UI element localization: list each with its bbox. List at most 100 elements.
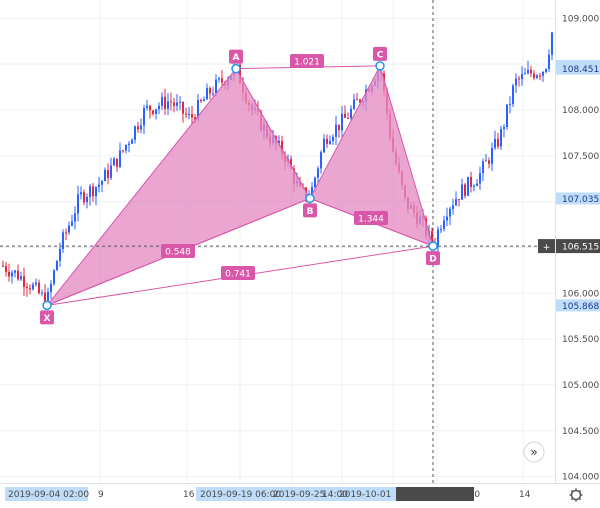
candle-body bbox=[533, 73, 535, 78]
candle-up bbox=[98, 176, 100, 193]
candle-body bbox=[113, 158, 115, 166]
x-tick-label: 14 bbox=[519, 490, 531, 500]
candle-body bbox=[542, 71, 544, 76]
pattern-point-label-bg bbox=[229, 49, 243, 64]
gear-icon[interactable] bbox=[569, 488, 583, 502]
candle-down bbox=[221, 70, 223, 88]
candle-body bbox=[470, 176, 472, 187]
candle-up bbox=[203, 96, 205, 102]
candle-body bbox=[323, 138, 325, 153]
candle-down bbox=[65, 228, 67, 241]
candle-up bbox=[335, 115, 337, 145]
candle-body bbox=[59, 248, 61, 261]
gear-icon-tooth bbox=[578, 489, 582, 493]
y-tick-label: 104.500 bbox=[562, 427, 599, 437]
candle-body bbox=[62, 232, 64, 249]
candle-body bbox=[149, 105, 151, 111]
x-tick-label: 14:00 bbox=[322, 490, 348, 500]
candle-up bbox=[50, 280, 52, 299]
candle-up bbox=[521, 66, 523, 86]
candle-body bbox=[356, 99, 358, 101]
candle-body bbox=[110, 165, 112, 179]
candle-up bbox=[479, 166, 481, 190]
candle-up bbox=[188, 106, 190, 120]
candle-up bbox=[212, 86, 214, 97]
scroll-to-latest-button[interactable]: » bbox=[523, 441, 545, 463]
candle-up bbox=[95, 186, 97, 206]
price-tag-text: 107.035 bbox=[562, 195, 599, 205]
candle-down bbox=[338, 124, 340, 138]
candle-body bbox=[221, 78, 223, 83]
candle-down bbox=[26, 282, 28, 297]
y-tick-label: 105.500 bbox=[562, 335, 599, 345]
candle-body bbox=[122, 150, 124, 152]
candle-up bbox=[317, 166, 319, 183]
candle-up bbox=[494, 130, 496, 150]
candle-up bbox=[20, 271, 22, 281]
pattern-point-label-text: C bbox=[377, 50, 384, 60]
candle-up bbox=[542, 71, 544, 83]
pattern-point-c[interactable] bbox=[375, 61, 385, 71]
candle-body bbox=[2, 265, 4, 267]
candle-body bbox=[125, 145, 127, 151]
pattern-point-d[interactable] bbox=[428, 241, 438, 251]
candle-down bbox=[209, 86, 211, 100]
candle-up bbox=[59, 242, 61, 267]
candle-body bbox=[161, 97, 163, 106]
ratio-label: 1.021 bbox=[290, 54, 324, 68]
candle-body bbox=[314, 177, 316, 188]
scroll-button-bg[interactable] bbox=[523, 441, 545, 463]
candle-up bbox=[113, 157, 115, 166]
pattern-point-label: X bbox=[40, 310, 54, 325]
candle-down bbox=[173, 97, 175, 113]
candle-down bbox=[17, 264, 19, 281]
candle-up bbox=[506, 104, 508, 130]
candle-body bbox=[152, 110, 154, 114]
candle-body bbox=[509, 103, 511, 105]
candle-body bbox=[131, 139, 133, 144]
candle-up bbox=[119, 142, 121, 169]
crosshair bbox=[0, 0, 555, 483]
time-axis[interactable]: 2019-09-04 02:00 9 16 2019-09-19 06:002019-… bbox=[0, 483, 600, 508]
candle-up bbox=[332, 134, 334, 146]
candle-body bbox=[68, 225, 70, 233]
candle-body bbox=[497, 138, 499, 147]
candle-down bbox=[2, 260, 4, 268]
candle-body bbox=[101, 181, 103, 185]
candle-body bbox=[53, 270, 55, 284]
y-tick-label: 104.000 bbox=[562, 473, 599, 483]
candle-up bbox=[146, 99, 148, 111]
candle-body bbox=[500, 128, 502, 147]
candle-down bbox=[464, 182, 466, 199]
y-tick-label: 105.000 bbox=[562, 381, 599, 391]
candle-up bbox=[158, 102, 160, 115]
crosshair-price-text: 106.515 bbox=[562, 243, 599, 253]
candle-body bbox=[23, 276, 25, 287]
candle-up bbox=[320, 150, 322, 174]
price-tag: 105.868 bbox=[556, 299, 600, 312]
crosshair-price-bg bbox=[556, 239, 600, 254]
candle-body bbox=[551, 32, 553, 55]
pattern-point-b[interactable] bbox=[305, 193, 315, 204]
x-tick-label: 2019-09-25 bbox=[273, 490, 325, 500]
candle-up bbox=[167, 93, 169, 116]
candle-up bbox=[548, 49, 550, 72]
pattern-point-label: C bbox=[373, 46, 387, 61]
pattern-point-label-text: A bbox=[233, 53, 240, 63]
pattern-point-a[interactable] bbox=[231, 63, 241, 74]
candle-body bbox=[485, 160, 487, 162]
plus-icon: + bbox=[543, 243, 551, 253]
pattern-point-label-bg bbox=[303, 203, 317, 218]
candle-body bbox=[461, 184, 463, 200]
candle-body bbox=[191, 114, 193, 118]
candle-down bbox=[185, 107, 187, 119]
candle-body bbox=[14, 270, 16, 273]
pattern-point-x[interactable] bbox=[42, 300, 52, 311]
candle-body bbox=[218, 78, 220, 80]
candle-body bbox=[212, 93, 214, 95]
candle-up bbox=[68, 221, 70, 235]
pattern-point-label: B bbox=[303, 203, 317, 218]
ratio-label-bg bbox=[354, 211, 388, 225]
